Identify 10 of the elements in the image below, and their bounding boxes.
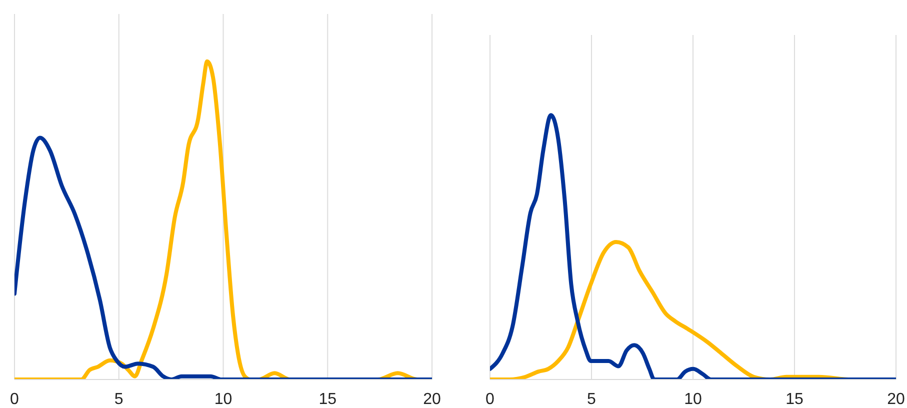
x-tick-label: 5 <box>114 390 124 408</box>
x-tick-label: 5 <box>587 390 596 408</box>
x-tick-label: 10 <box>214 390 232 408</box>
x-tick-label: 0 <box>10 390 20 408</box>
x-tick-label: 10 <box>684 390 702 408</box>
x-tick-label: 0 <box>486 390 495 408</box>
x-tick-label: 20 <box>423 390 441 408</box>
x-tick-label: 15 <box>318 390 337 408</box>
x-tick-label: 20 <box>887 390 905 408</box>
x-tick-label: 15 <box>786 390 804 408</box>
